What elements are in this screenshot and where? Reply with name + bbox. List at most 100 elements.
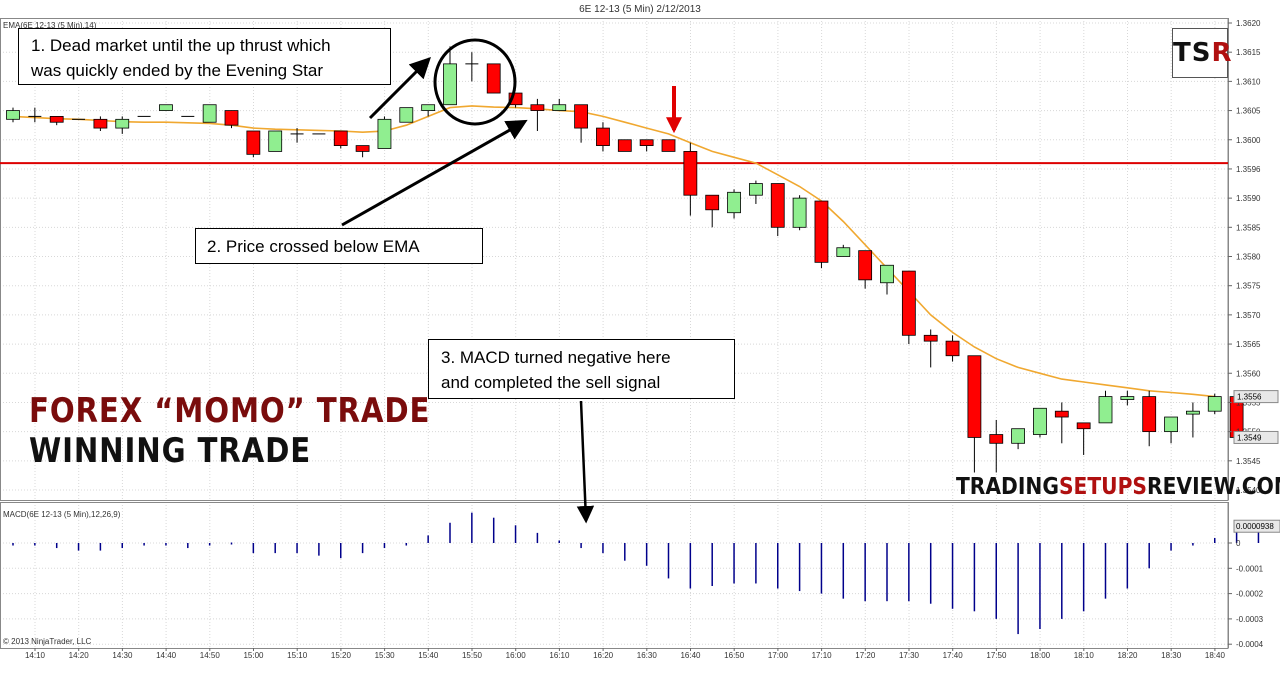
candle-body bbox=[989, 434, 1004, 444]
ema-polyline bbox=[12, 105, 1215, 398]
candle bbox=[355, 145, 370, 158]
candle bbox=[1033, 407, 1047, 438]
candle bbox=[268, 130, 283, 152]
candle bbox=[6, 107, 20, 123]
site-part-review: REVIEW.COM bbox=[1147, 474, 1280, 500]
time-tick-label: 16:20 bbox=[593, 651, 614, 660]
candle bbox=[683, 142, 698, 216]
candle-body bbox=[705, 194, 720, 211]
candle-body bbox=[617, 139, 632, 152]
candle-body bbox=[749, 183, 763, 196]
candle bbox=[1076, 422, 1091, 455]
macd-tick-label: -0.0001 bbox=[1236, 564, 1264, 573]
macd-histogram bbox=[12, 512, 1260, 635]
candle-body bbox=[574, 104, 588, 129]
annotation-box-2: 2. Price crossed below EMA bbox=[195, 228, 483, 264]
candle-body bbox=[115, 118, 130, 129]
candle bbox=[661, 139, 676, 152]
time-tick-label: 17:10 bbox=[812, 651, 833, 660]
candle-body bbox=[6, 110, 20, 120]
candle-body bbox=[792, 197, 807, 228]
candle-body bbox=[202, 104, 217, 123]
candle-body bbox=[1142, 396, 1157, 433]
candle bbox=[333, 130, 348, 149]
candle bbox=[377, 116, 392, 149]
macd-panel-frame bbox=[0, 502, 1229, 649]
candle bbox=[617, 139, 632, 152]
price-axis: 1.3620 1.3615 1.3610 1.3605 1.3600 1.3596 1.35… bbox=[1228, 18, 1279, 500]
time-tick-label: 15:50 bbox=[462, 651, 483, 660]
candle-body bbox=[1098, 396, 1113, 424]
price-tick-label: 1.3560 bbox=[1236, 369, 1261, 378]
candle-body bbox=[355, 145, 370, 152]
candle bbox=[1164, 416, 1178, 444]
candle-body bbox=[93, 118, 108, 129]
candle-body bbox=[399, 107, 414, 123]
time-tick-label: 15:40 bbox=[418, 651, 439, 660]
ema-indicator-label: EMA(6E 12-13 (5 Min),14) bbox=[3, 21, 97, 30]
ema-last-value: 1.3556 bbox=[1237, 393, 1262, 402]
time-tick-label: 17:50 bbox=[986, 651, 1007, 660]
candle-body bbox=[1186, 410, 1200, 415]
candle bbox=[224, 110, 239, 129]
annotation-3-line-1: 3. MACD turned negative here bbox=[441, 348, 671, 367]
price-tick-label: 1.3575 bbox=[1236, 282, 1261, 291]
candle-body bbox=[1207, 396, 1222, 412]
panel-frames bbox=[0, 18, 1229, 649]
copyright-text: © 2013 NinjaTrader, LLC bbox=[3, 637, 92, 646]
candle bbox=[246, 130, 261, 158]
price-tick-label: 1.3596 bbox=[1236, 165, 1261, 174]
candle-body bbox=[1033, 407, 1047, 435]
arrow-to-ema-cross bbox=[341, 119, 528, 227]
site-part-trading: TRADING bbox=[956, 474, 1059, 500]
time-tick-label: 15:20 bbox=[331, 651, 352, 660]
price-tick-label: 1.3600 bbox=[1236, 136, 1261, 145]
candle bbox=[1207, 393, 1222, 415]
candle bbox=[443, 46, 457, 106]
price-tick-label: 1.3565 bbox=[1236, 340, 1261, 349]
annotation-3-line-2: and completed the sell signal bbox=[441, 373, 661, 392]
time-tick-label: 14:10 bbox=[25, 651, 46, 660]
time-tick-label: 17:40 bbox=[943, 651, 964, 660]
candle-body bbox=[530, 104, 545, 111]
tsr-logo-r: R bbox=[1211, 38, 1233, 68]
time-tick-label: 18:10 bbox=[1074, 651, 1095, 660]
tsr-logo-ts: TS bbox=[1173, 38, 1212, 68]
time-tick-label: 15:00 bbox=[243, 651, 264, 660]
candle-body bbox=[880, 264, 894, 284]
candle bbox=[290, 128, 304, 143]
candle-body bbox=[1011, 428, 1025, 444]
time-axis: 14:10 14:20 14:30 14:40 14:50 15:00 15:10 15:20… bbox=[25, 648, 1225, 660]
candle bbox=[923, 329, 938, 368]
annotation-1-line-2: was quickly ended by the Evening Star bbox=[31, 61, 324, 80]
candle bbox=[49, 116, 64, 126]
candle-body bbox=[945, 340, 960, 357]
time-tick-label: 16:00 bbox=[506, 651, 527, 660]
candle bbox=[465, 52, 479, 82]
candle bbox=[1120, 390, 1135, 406]
chart-title: 6E 12-13 (5 Min) 2/12/2013 bbox=[579, 4, 701, 15]
candles bbox=[6, 46, 1244, 473]
candle bbox=[749, 180, 763, 204]
price-tick-label: 1.3580 bbox=[1236, 253, 1261, 262]
headline-winning-trade: WINNING TRADE bbox=[29, 431, 312, 471]
candle bbox=[836, 244, 851, 257]
candle bbox=[814, 200, 829, 269]
time-tick-label: 15:10 bbox=[287, 651, 308, 660]
arrow-to-evening-star bbox=[368, 57, 431, 120]
ema-last-value-box bbox=[1233, 390, 1279, 404]
candle-body bbox=[49, 116, 64, 123]
candle-body bbox=[596, 127, 610, 146]
price-tick-label: 1.3540 bbox=[1236, 486, 1261, 495]
grid-lines bbox=[0, 18, 1228, 648]
evening-star-circle bbox=[433, 38, 517, 126]
candle-body bbox=[246, 130, 261, 155]
macd-last-value: 0.0000938 bbox=[1236, 522, 1274, 531]
candle-body bbox=[377, 118, 392, 149]
price-tick-label: 1.3545 bbox=[1236, 457, 1261, 466]
time-tick-label: 14:20 bbox=[69, 651, 90, 660]
candle-body bbox=[552, 104, 567, 111]
candle-body bbox=[224, 110, 239, 126]
time-tick-label: 16:30 bbox=[637, 651, 658, 660]
